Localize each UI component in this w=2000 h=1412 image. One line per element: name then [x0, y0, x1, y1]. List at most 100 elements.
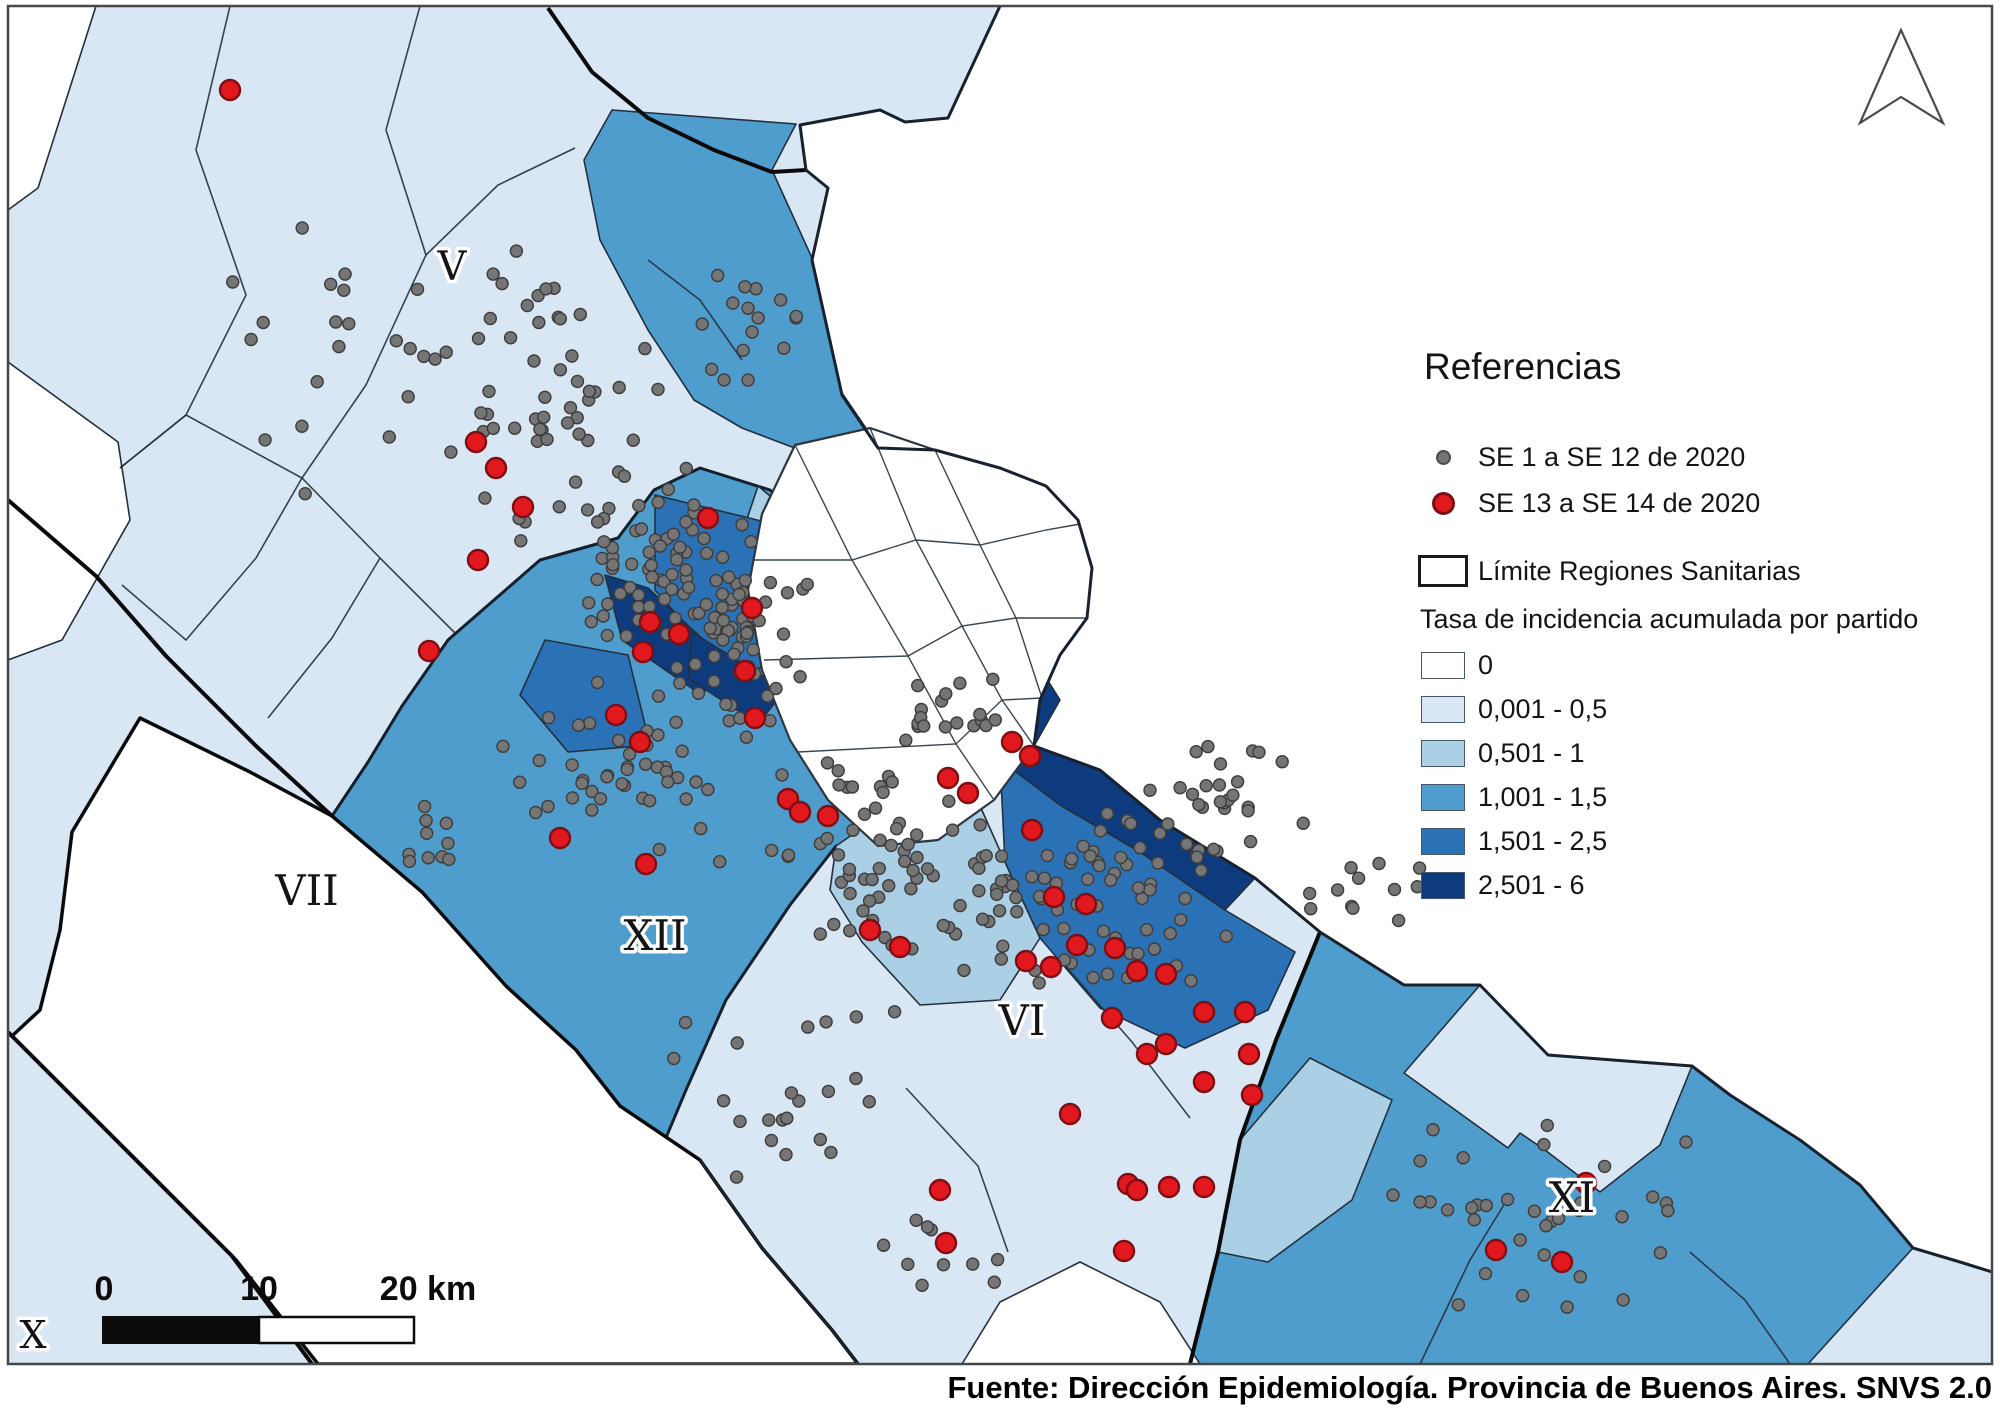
case-dot-gray	[585, 784, 599, 799]
case-dot-gray	[1173, 781, 1187, 795]
legend-class-label: 0	[1478, 649, 1494, 680]
case-dot-gray	[410, 282, 425, 296]
legend-class-5: 2,501 - 6	[1414, 863, 1974, 907]
case-dot-gray	[876, 1238, 891, 1252]
case-dot-gray	[601, 597, 615, 611]
case-dot-gray	[1344, 861, 1358, 875]
caba-commune-boundaries	[752, 427, 1087, 801]
case-dot-gray	[675, 744, 689, 758]
case-dot-red	[1157, 1175, 1181, 1199]
case-dot-gray	[763, 575, 778, 590]
case-dot-gray	[1573, 1269, 1588, 1284]
scale-bar-white-segment	[257, 1315, 416, 1345]
case-dot-gray	[568, 475, 583, 489]
case-dot-gray	[691, 686, 706, 700]
case-dot-red	[1039, 955, 1063, 979]
case-dot-gray	[1645, 1190, 1660, 1204]
case-dot-gray	[789, 309, 804, 324]
case-dot-gray	[1201, 739, 1215, 754]
case-dot-gray	[1513, 1233, 1527, 1247]
case-dot-gray	[689, 775, 703, 789]
case-dot-gray	[780, 586, 795, 600]
case-dot-gray	[1189, 745, 1203, 759]
case-dot-red	[1574, 1171, 1598, 1195]
case-dot-gray	[474, 406, 488, 420]
case-dot-gray	[695, 317, 709, 331]
case-dot-gray	[620, 762, 634, 777]
case-dot-red	[743, 706, 767, 730]
case-dot-gray	[764, 843, 779, 858]
case-dot-gray	[730, 1036, 744, 1050]
case-dot-gray	[1574, 1196, 1588, 1210]
case-dot-gray	[1131, 946, 1145, 961]
case-dot-gray	[1616, 1293, 1630, 1307]
case-dot-gray	[820, 831, 834, 846]
case-dot-gray	[329, 315, 343, 329]
case-dot-gray	[910, 828, 924, 842]
case-dot-gray	[1539, 1218, 1553, 1233]
scale-bar: 0 10 20 km	[95, 1270, 476, 1345]
case-dot-gray	[876, 785, 890, 800]
case-dot-gray	[1143, 783, 1157, 797]
case-dot-gray	[1010, 905, 1024, 919]
case-dot-gray	[849, 1071, 863, 1086]
case-dot-gray	[1426, 1122, 1440, 1137]
case-dot-gray	[1679, 1135, 1693, 1149]
case-dot-gray	[700, 546, 714, 560]
case-dot-gray	[401, 390, 415, 404]
case-dot-red	[638, 610, 662, 634]
legend-item-label: SE 1 a SE 12 de 2020	[1478, 441, 1746, 472]
case-dot-red	[1042, 885, 1066, 909]
case-dot-gray	[738, 573, 752, 588]
legend-class-0: 0	[1414, 643, 1974, 687]
case-dot-gray	[716, 1094, 731, 1108]
class-swatch	[1421, 827, 1465, 855]
case-dot-gray	[1093, 824, 1108, 838]
case-dot-gray	[882, 879, 896, 893]
case-dot-gray	[580, 503, 595, 517]
case-dot-gray	[1302, 886, 1317, 901]
case-dot-gray	[495, 276, 509, 291]
case-dot-gray	[939, 687, 953, 701]
case-dot-red	[1192, 1070, 1216, 1094]
case-dot-gray	[749, 282, 763, 296]
case-dot-gray	[911, 678, 925, 693]
case-dot-gray	[727, 647, 741, 661]
case-dot-gray	[1351, 871, 1366, 885]
legend-class-label: 0,501 - 1	[1478, 737, 1585, 768]
legend-class-4: 1,501 - 2,5	[1414, 819, 1974, 863]
case-dot-gray	[735, 518, 749, 532]
case-dot-gray	[1243, 834, 1258, 849]
case-dot-gray	[1527, 1204, 1542, 1218]
case-dot-gray	[679, 515, 693, 529]
case-dot-gray	[670, 553, 684, 567]
case-dot-gray	[298, 487, 312, 501]
case-dot-gray	[994, 874, 1009, 888]
region-label-XII: XII	[623, 911, 686, 960]
legend-item-label: SE 13 a SE 14 de 2020	[1478, 487, 1761, 518]
case-dot-gray	[613, 587, 627, 601]
case-dot-gray	[651, 728, 665, 742]
case-dot-red	[1065, 933, 1089, 957]
case-dot-gray	[520, 298, 534, 313]
case-dot-gray	[990, 887, 1004, 901]
case-dot-gray	[966, 1257, 980, 1271]
case-dot-gray	[1173, 913, 1188, 927]
case-dot-gray	[1540, 1118, 1555, 1133]
case-dot-gray	[541, 710, 556, 725]
case-dot-gray	[910, 850, 924, 865]
scale-label-20: 20 km	[380, 1270, 476, 1308]
case-dot-gray	[1661, 1204, 1675, 1218]
case-dot-gray	[622, 747, 637, 761]
case-dot-gray	[642, 599, 657, 614]
case-dot-red	[417, 639, 441, 663]
case-dot-gray	[570, 374, 585, 389]
case-dot-gray	[310, 375, 324, 389]
case-dot-gray	[827, 917, 841, 932]
case-dot-gray	[623, 580, 637, 595]
case-dot-gray	[1133, 841, 1147, 855]
case-dot-gray	[987, 1275, 1001, 1289]
case-dot-gray	[295, 419, 309, 433]
case-dot-gray	[1184, 974, 1198, 988]
case-dot-red	[1233, 1000, 1257, 1024]
